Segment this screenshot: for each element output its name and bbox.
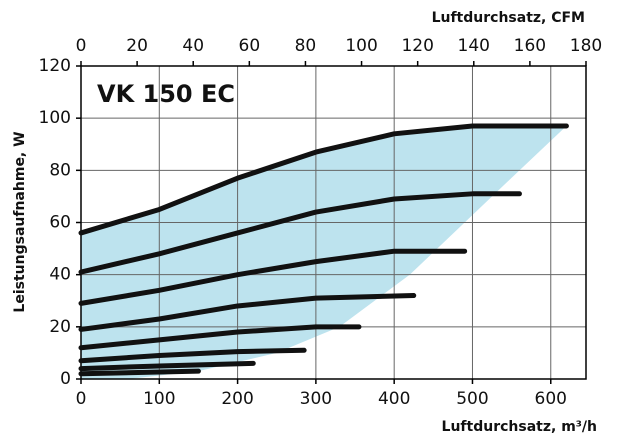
- y-tick-label: 120: [39, 56, 71, 76]
- x2-tick-label: 80: [295, 36, 317, 56]
- x-tick-label: 200: [221, 389, 253, 409]
- y-tick-label: 100: [39, 108, 71, 128]
- y-axis-label: Leistungsaufnahme, W: [12, 131, 28, 312]
- x2-axis-label: Luftdurchsatz, CFM: [432, 10, 585, 26]
- lines-layer: [78, 123, 569, 377]
- series-line: [78, 293, 417, 332]
- x2-tick-label: 60: [239, 36, 261, 56]
- chart-title: VK 150 EC: [97, 80, 235, 108]
- x2-tick-label: 140: [458, 36, 490, 56]
- x-tick-label: 500: [456, 389, 488, 409]
- x2-tick-label: 160: [514, 36, 546, 56]
- y-tick-label: 40: [49, 265, 71, 285]
- series-line: [78, 368, 201, 377]
- x-axis-label: Luftdurchsatz, m³/h: [442, 419, 597, 435]
- series-line: [78, 123, 569, 236]
- plot-frame: [80, 65, 587, 380]
- x-tick-label: 600: [535, 389, 567, 409]
- x2-tick-label: 0: [76, 36, 87, 56]
- area: [81, 125, 567, 379]
- series-line: [78, 360, 256, 372]
- area-layer: [81, 125, 567, 379]
- y-tick-label: 20: [49, 317, 71, 337]
- series-line: [78, 324, 362, 351]
- x2-tick-label: 180: [570, 36, 602, 56]
- x2-tick-label: 40: [182, 36, 204, 56]
- y-tick-label: 80: [49, 160, 71, 180]
- x-tick-label: 300: [300, 389, 332, 409]
- x-tick-label: 0: [76, 389, 87, 409]
- x-tick-label: 400: [378, 389, 410, 409]
- x2-tick-label: 20: [126, 36, 148, 56]
- x-tick-label: 100: [143, 389, 175, 409]
- y-tick-label: 0: [60, 369, 71, 389]
- series-line: [78, 191, 522, 275]
- y-tick-label: 60: [49, 213, 71, 233]
- series-line: [78, 347, 307, 364]
- series-line: [78, 248, 468, 306]
- x2-tick-label: 120: [401, 36, 433, 56]
- x2-tick-label: 100: [345, 36, 377, 56]
